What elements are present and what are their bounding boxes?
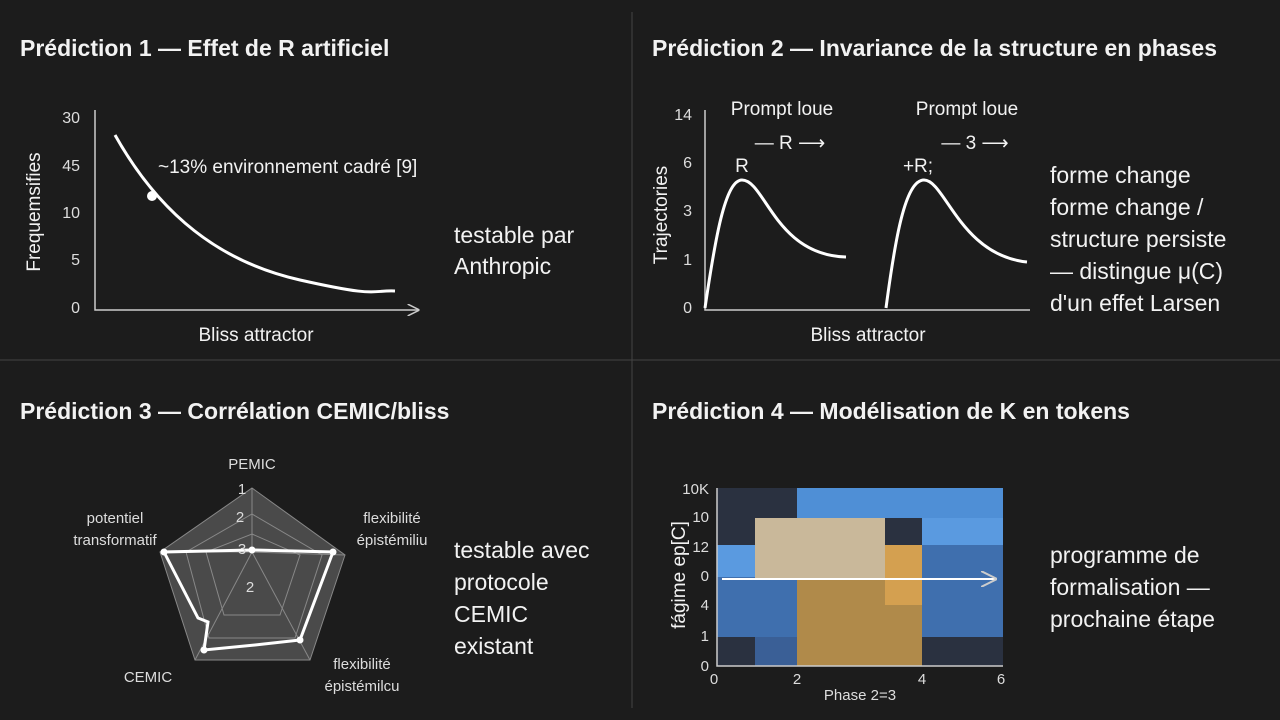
y-tick-label: 10 bbox=[692, 509, 709, 526]
note: CEMIC bbox=[454, 601, 528, 627]
x-tick-label: 0 bbox=[710, 671, 718, 688]
y-tick-label: 0 bbox=[71, 300, 80, 317]
axes bbox=[716, 488, 1003, 667]
y-tick-label: 0 bbox=[701, 568, 709, 585]
axis-label: flexibilité épistémilcu bbox=[324, 656, 399, 695]
panel-title: Prédiction 4 — Modélisation de K en toke… bbox=[652, 398, 1130, 424]
x-label: Phase 2=3 bbox=[824, 687, 896, 704]
y-label: fágime ep[C] bbox=[669, 521, 690, 629]
y-tick-label: 4 bbox=[701, 597, 709, 614]
y-tick-label: 12 bbox=[692, 539, 709, 556]
phase-arrow: — 3 ⟶ bbox=[941, 133, 1008, 154]
x-label: Bliss attractor bbox=[198, 325, 314, 346]
y-tick-label: 10 bbox=[62, 205, 80, 222]
note: existant bbox=[454, 633, 534, 659]
curve bbox=[113, 134, 396, 294]
axis-label: potentiel transformatif bbox=[73, 510, 157, 549]
panel-title: Prédiction 1 — Effet de R artificiel bbox=[20, 35, 389, 61]
note: forme change bbox=[1050, 162, 1191, 188]
note: d'un effet Larsen bbox=[1050, 290, 1220, 316]
peak-label: +R; bbox=[903, 156, 933, 177]
y-tick-label: 10K bbox=[682, 481, 709, 498]
note: programme de bbox=[1050, 542, 1200, 568]
y-tick-label: 3 bbox=[683, 203, 692, 220]
phase-arrow: — R ⟶ bbox=[755, 133, 826, 154]
y-label: Trajectories bbox=[651, 166, 672, 265]
note: Anthropic bbox=[454, 253, 551, 279]
y-tick-label: 1 bbox=[683, 252, 692, 269]
panel-title: Prédiction 2 — Invariance de la structur… bbox=[652, 35, 1217, 61]
x-label: Bliss attractor bbox=[810, 325, 926, 346]
peak-label: R bbox=[735, 156, 749, 177]
y-tick-label: 14 bbox=[674, 107, 692, 124]
annotation: ~13% environnement cadré [9] bbox=[158, 157, 417, 178]
axis-label: PEMIC bbox=[228, 456, 276, 473]
axes bbox=[94, 110, 418, 310]
ring-label: 2 bbox=[236, 509, 244, 526]
note: prochaine étape bbox=[1050, 606, 1215, 632]
axes bbox=[704, 110, 1030, 311]
y-tick-label: 0 bbox=[701, 658, 709, 675]
y-tick-label: 0 bbox=[683, 300, 692, 317]
y-tick-label: 45 bbox=[62, 158, 80, 175]
note: forme change / bbox=[1050, 194, 1204, 220]
y-tick-label: 6 bbox=[683, 155, 692, 172]
axis-label: flexibilité épistémiliu bbox=[357, 510, 428, 549]
phase-label: Prompt loue bbox=[916, 99, 1018, 120]
panel-title: Prédiction 3 — Corrélation CEMIC/bliss bbox=[20, 398, 449, 424]
note: — distingue μ(C) bbox=[1050, 258, 1223, 284]
y-tick-label: 30 bbox=[62, 110, 80, 127]
note: testable avec bbox=[454, 537, 590, 563]
note: formalisation — bbox=[1050, 574, 1210, 600]
heatmap bbox=[717, 488, 1003, 666]
x-tick-label: 2 bbox=[793, 671, 801, 688]
ring-label: 2 bbox=[246, 579, 254, 596]
x-tick-label: 6 bbox=[997, 671, 1005, 688]
note: testable par bbox=[454, 222, 575, 248]
ring-label: 3 bbox=[238, 541, 246, 558]
y-tick-label: 5 bbox=[71, 252, 80, 269]
note: structure persiste bbox=[1050, 226, 1226, 252]
note: protocole bbox=[454, 569, 549, 595]
y-label: Frequemsifies bbox=[24, 152, 45, 271]
point bbox=[147, 191, 157, 201]
curve bbox=[884, 178, 1028, 309]
phase-label: Prompt loue bbox=[731, 99, 833, 120]
x-tick-label: 4 bbox=[918, 671, 926, 688]
curve bbox=[703, 178, 847, 309]
ring-label: 1 bbox=[238, 481, 246, 498]
axis-label: CEMIC bbox=[124, 669, 173, 686]
y-tick-label: 1 bbox=[701, 628, 709, 645]
